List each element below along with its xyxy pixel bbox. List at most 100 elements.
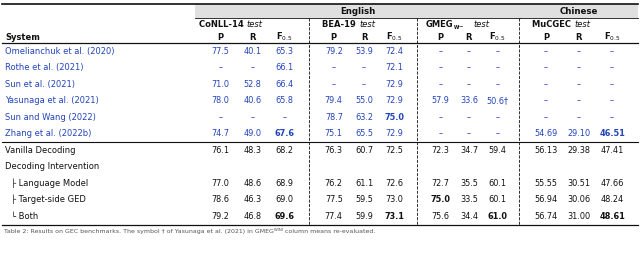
Text: –: –: [438, 113, 442, 122]
Text: R: R: [466, 32, 472, 41]
Text: –: –: [495, 63, 500, 72]
Text: BEA-19: BEA-19: [323, 20, 359, 29]
Text: Vanilla Decoding: Vanilla Decoding: [5, 146, 76, 155]
Text: 68.2: 68.2: [276, 146, 294, 155]
Text: 48.6: 48.6: [243, 179, 262, 188]
Text: 46.3: 46.3: [243, 195, 262, 204]
Text: $\mathbf{F}_{0.5}$: $\mathbf{F}_{0.5}$: [276, 31, 293, 43]
Text: –: –: [577, 80, 581, 89]
Text: 75.0: 75.0: [384, 113, 404, 122]
Text: 75.0: 75.0: [431, 195, 451, 204]
Text: 78.7: 78.7: [325, 113, 342, 122]
Text: 59.4: 59.4: [488, 146, 507, 155]
Text: –: –: [577, 113, 581, 122]
Bar: [520, 4, 638, 18]
Text: 79.2: 79.2: [325, 47, 342, 56]
Text: 52.8: 52.8: [244, 80, 261, 89]
Text: –: –: [438, 129, 442, 138]
Text: –: –: [332, 63, 336, 72]
Text: $\mathbf{F}_{0.5}$: $\mathbf{F}_{0.5}$: [386, 31, 403, 43]
Text: Omelianchuk et al. (2020): Omelianchuk et al. (2020): [5, 47, 115, 56]
Text: 72.5: 72.5: [385, 146, 403, 155]
Text: 66.1: 66.1: [276, 63, 294, 72]
Text: –: –: [577, 96, 581, 105]
Text: 61.0: 61.0: [488, 212, 508, 221]
Text: 56.13: 56.13: [534, 146, 557, 155]
Text: Table 2: Results on GEC benchmarks. The symbol † of Yasunaga et al. (2021) in GM: Table 2: Results on GEC benchmarks. The …: [4, 228, 376, 233]
Text: 65.5: 65.5: [355, 129, 373, 138]
Text: –: –: [495, 113, 500, 122]
Text: 73.0: 73.0: [385, 195, 403, 204]
Text: 46.51: 46.51: [599, 129, 625, 138]
Text: –: –: [438, 47, 442, 56]
Text: –: –: [250, 113, 255, 122]
Text: 72.6: 72.6: [385, 179, 403, 188]
Text: 65.8: 65.8: [276, 96, 294, 105]
Text: test: test: [473, 20, 489, 29]
Text: 29.38: 29.38: [568, 146, 591, 155]
Text: –: –: [438, 80, 442, 89]
Text: –: –: [610, 47, 614, 56]
Text: 48.24: 48.24: [600, 195, 623, 204]
Text: –: –: [467, 63, 471, 72]
Text: –: –: [438, 63, 442, 72]
Text: 76.3: 76.3: [324, 146, 343, 155]
Text: 76.2: 76.2: [324, 179, 343, 188]
Text: $\mathbf{F}_{0.5}$: $\mathbf{F}_{0.5}$: [604, 31, 620, 43]
Text: –: –: [577, 47, 581, 56]
Text: 60.1: 60.1: [488, 195, 507, 204]
Text: 78.0: 78.0: [211, 96, 229, 105]
Text: –: –: [495, 47, 500, 56]
Text: –: –: [332, 80, 336, 89]
Text: 55.55: 55.55: [534, 179, 557, 188]
Text: –: –: [577, 63, 581, 72]
Text: P: P: [217, 32, 223, 41]
Text: –: –: [544, 63, 548, 72]
Text: R: R: [576, 32, 582, 41]
Text: –: –: [544, 80, 548, 89]
Text: 56.74: 56.74: [534, 212, 557, 221]
Text: 30.51: 30.51: [568, 179, 591, 188]
Text: 33.5: 33.5: [460, 195, 478, 204]
Text: 69.0: 69.0: [276, 195, 294, 204]
Text: Zhang et al. (2022b): Zhang et al. (2022b): [5, 129, 92, 138]
Text: 76.1: 76.1: [211, 146, 229, 155]
Text: –: –: [362, 80, 366, 89]
Text: 77.5: 77.5: [211, 47, 229, 56]
Text: test: test: [246, 20, 262, 29]
Text: 56.94: 56.94: [534, 195, 557, 204]
Text: –: –: [495, 129, 500, 138]
Text: 72.1: 72.1: [385, 63, 403, 72]
Text: –: –: [218, 63, 222, 72]
Text: Chinese: Chinese: [560, 7, 598, 16]
Text: –: –: [250, 63, 255, 72]
Text: 34.4: 34.4: [460, 212, 478, 221]
Text: 61.1: 61.1: [355, 179, 373, 188]
Text: 69.6: 69.6: [275, 212, 294, 221]
Text: 75.6: 75.6: [431, 212, 449, 221]
Text: 78.6: 78.6: [211, 195, 229, 204]
Text: –: –: [610, 63, 614, 72]
Text: –: –: [218, 113, 222, 122]
Text: 79.4: 79.4: [324, 96, 343, 105]
Text: 49.0: 49.0: [243, 129, 262, 138]
Text: Sun et al. (2021): Sun et al. (2021): [5, 80, 75, 89]
Text: P: P: [437, 32, 444, 41]
Text: 60.1: 60.1: [488, 179, 507, 188]
Text: test: test: [359, 20, 375, 29]
Text: 72.4: 72.4: [385, 47, 403, 56]
Text: 34.7: 34.7: [460, 146, 478, 155]
Text: Yasunaga et al. (2021): Yasunaga et al. (2021): [5, 96, 99, 105]
Text: R: R: [249, 32, 256, 41]
Text: 67.6: 67.6: [275, 129, 294, 138]
Text: 46.8: 46.8: [243, 212, 262, 221]
Text: 65.3: 65.3: [276, 47, 294, 56]
Text: –: –: [467, 47, 471, 56]
Text: GMEG: GMEG: [426, 20, 453, 29]
Text: Decoding Intervention: Decoding Intervention: [5, 162, 99, 171]
Text: 47.41: 47.41: [600, 146, 624, 155]
Text: 75.1: 75.1: [324, 129, 343, 138]
Text: 59.5: 59.5: [355, 195, 373, 204]
Text: –: –: [495, 80, 500, 89]
Text: └ Both: └ Both: [11, 212, 38, 221]
